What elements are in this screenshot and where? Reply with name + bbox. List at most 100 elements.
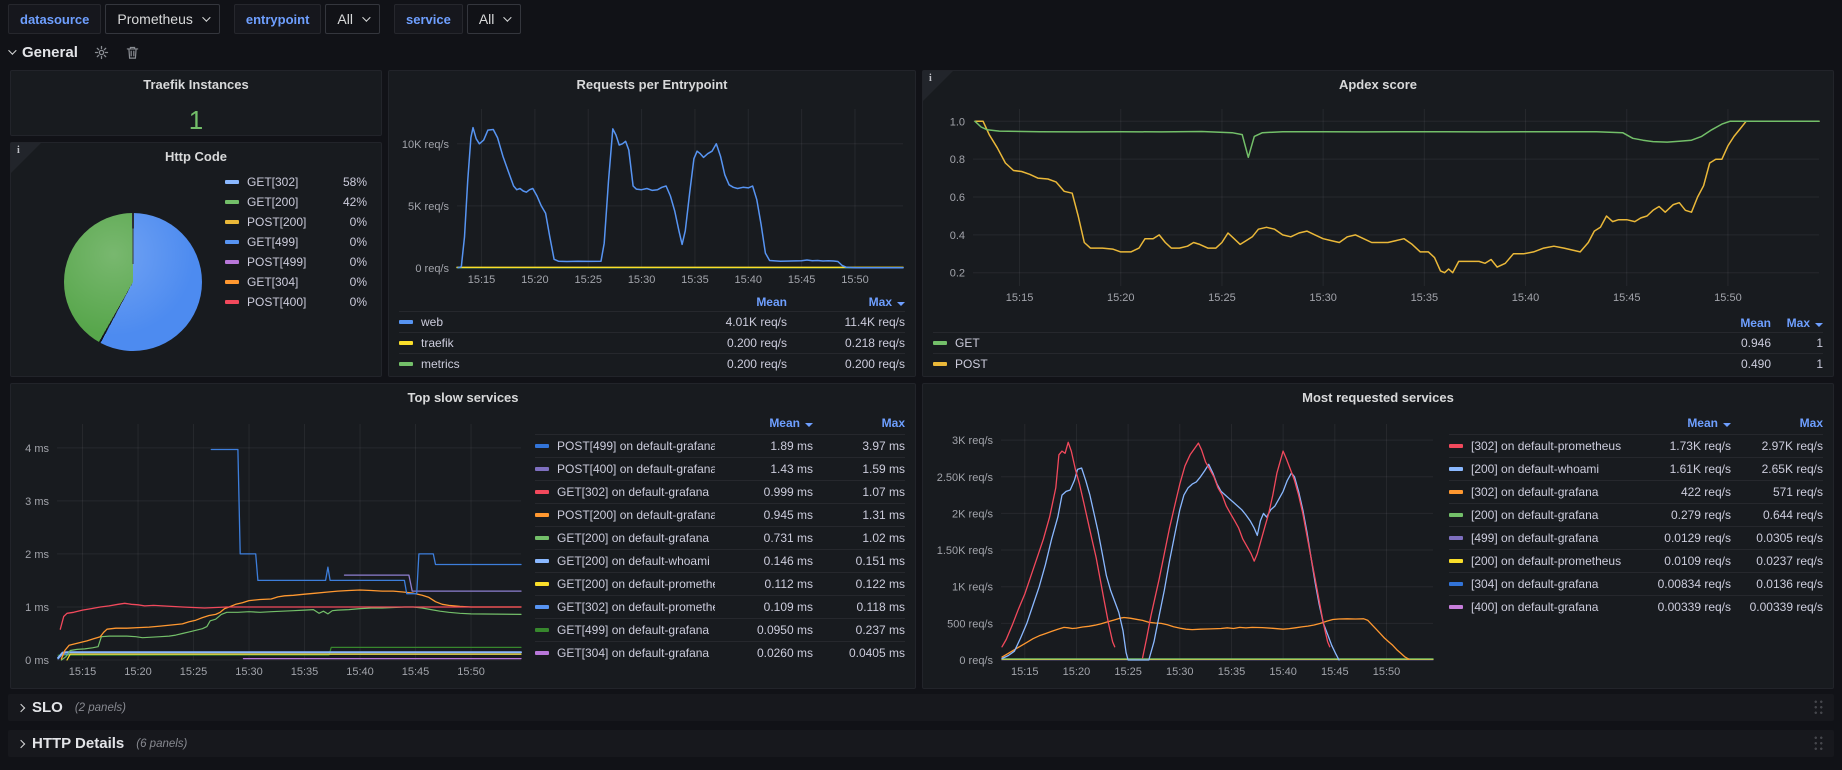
legend-label[interactable]: GET[302] on default-grafana: [535, 485, 715, 499]
legend-label[interactable]: web: [399, 315, 667, 329]
panel-http-code: i Http Code GET[302] 58% GET[200] 42% POST[2…: [10, 142, 382, 377]
variable-service: service All: [393, 4, 522, 34]
panel-title[interactable]: Apdex score: [1338, 77, 1418, 92]
row-slo[interactable]: SLO (2 panels): [8, 694, 1834, 721]
panel-requests-per-entrypoint: Requests per Entrypoint 15:15 15:20 15:25 1…: [388, 70, 916, 377]
panel-title[interactable]: Traefik Instances: [143, 77, 249, 92]
svg-text:1.50K req/s: 1.50K req/s: [937, 545, 994, 557]
legend-label[interactable]: [400] on default-grafana: [1449, 600, 1633, 614]
legend-item[interactable]: POST[499] 0%: [225, 255, 367, 269]
legend-row: GET[200] on default-prometheus 0.112 ms 0.…: [535, 572, 905, 595]
http-code-legend: GET[302] 58% GET[200] 42% POST[200] 0% GET[499…: [225, 175, 367, 309]
legend-mean-value: 0.0129 req/s: [1664, 531, 1731, 545]
svg-text:15:15: 15:15: [1011, 666, 1039, 678]
legend-label[interactable]: GET: [933, 336, 1689, 350]
legend-label[interactable]: POST[200] on default-grafana: [535, 508, 715, 522]
legend-header: Mean Max: [399, 293, 905, 311]
legend-label[interactable]: [200] on default-whoami: [1449, 462, 1633, 476]
legend-sort-max[interactable]: Max: [881, 416, 905, 430]
legend-sort-mean[interactable]: Mean: [756, 295, 787, 309]
legend-label[interactable]: metrics: [399, 357, 667, 371]
svg-text:1K req/s: 1K req/s: [952, 582, 993, 594]
legend-item[interactable]: GET[302] 58%: [225, 175, 367, 189]
legend-label[interactable]: POST: [933, 357, 1689, 371]
legend-label[interactable]: [499] on default-grafana: [1449, 531, 1633, 545]
variable-picker-service[interactable]: All: [466, 4, 522, 34]
legend-mean-value: 0.945 ms: [763, 508, 813, 522]
svg-text:15:30: 15:30: [1166, 666, 1194, 678]
legend-swatch: [535, 513, 549, 517]
sort-caret-icon: [1723, 423, 1731, 427]
sort-caret-icon: [897, 302, 905, 306]
legend-label[interactable]: POST[400] on default-grafana: [535, 462, 715, 476]
legend-label[interactable]: GET[200] on default-prometheus: [535, 577, 715, 591]
legend-max-value: 0.00339 req/s: [1749, 600, 1823, 614]
legend-value: 0%: [349, 275, 367, 289]
legend-max-value: 0.644 req/s: [1762, 508, 1823, 522]
chevron-down-icon: [8, 46, 17, 55]
legend-label[interactable]: [200] on default-grafana: [1449, 508, 1633, 522]
top-slow-chart: 15:15 15:20 15:25 15:30 15:35 15:40 15:45 15:50…: [15, 414, 525, 682]
legend-label[interactable]: GET[200] on default-whoami: [535, 554, 715, 568]
legend-sort-mean[interactable]: Mean: [1633, 416, 1731, 430]
svg-text:0.2: 0.2: [950, 268, 965, 280]
svg-text:3 ms: 3 ms: [25, 496, 49, 508]
legend-label[interactable]: POST[499] on default-grafana: [535, 439, 715, 453]
legend-sort-max[interactable]: Max: [787, 295, 905, 309]
legend-item[interactable]: GET[200] 42%: [225, 195, 367, 209]
panel-title[interactable]: Most requested services: [1302, 390, 1454, 405]
legend-max-value: 2.97K req/s: [1761, 439, 1823, 453]
row-general[interactable]: General: [8, 41, 140, 63]
svg-text:15:30: 15:30: [1309, 292, 1337, 304]
legend-swatch: [225, 200, 239, 204]
legend-header: Mean Max: [933, 314, 1823, 332]
legend-sort-mean[interactable]: Mean: [1740, 316, 1771, 330]
row-http-details[interactable]: HTTP Details (6 panels): [8, 730, 1834, 757]
drag-handle[interactable]: [1813, 735, 1824, 752]
variable-picker-datasource[interactable]: Prometheus: [105, 4, 220, 34]
legend-label[interactable]: [302] on default-prometheus: [1449, 439, 1633, 453]
panel-info-corner[interactable]: [11, 143, 41, 173]
panel-title[interactable]: Top slow services: [407, 390, 519, 405]
panel-title[interactable]: Requests per Entrypoint: [576, 77, 728, 92]
legend-row: traefik 0.200 req/s 0.218 req/s: [399, 332, 905, 353]
trash-icon[interactable]: [125, 45, 140, 60]
legend-item[interactable]: POST[400] 0%: [225, 295, 367, 309]
legend-label[interactable]: traefik: [399, 336, 667, 350]
drag-handle[interactable]: [1813, 699, 1824, 716]
legend-label[interactable]: GET[499] on default-grafana: [535, 623, 715, 637]
legend-label[interactable]: GET[200] on default-grafana: [535, 531, 715, 545]
panel-info-corner[interactable]: [923, 71, 953, 101]
legend-label[interactable]: GET[304] on default-grafana: [535, 646, 715, 660]
legend-label: GET[304]: [247, 275, 299, 289]
legend-label[interactable]: [200] on default-prometheus: [1449, 554, 1633, 568]
legend-swatch: [225, 180, 239, 184]
panel-title[interactable]: Http Code: [164, 149, 228, 164]
legend-item[interactable]: GET[499] 0%: [225, 235, 367, 249]
legend-label[interactable]: [302] on default-grafana: [1449, 485, 1633, 499]
svg-text:15:30: 15:30: [235, 666, 263, 678]
legend-label[interactable]: [304] on default-grafana: [1449, 577, 1633, 591]
legend-max-value: 0.218 req/s: [844, 336, 905, 350]
svg-text:3K req/s: 3K req/s: [952, 435, 993, 447]
variable-value: Prometheus: [117, 11, 193, 27]
row-title: HTTP Details: [32, 735, 125, 752]
http-code-pie-chart[interactable]: [64, 213, 202, 351]
legend-sort-max[interactable]: Max: [1771, 316, 1823, 330]
svg-text:15:20: 15:20: [521, 274, 549, 286]
svg-text:0 req/s: 0 req/s: [959, 655, 993, 667]
legend-swatch: [1449, 559, 1463, 563]
legend-row: GET 0.946 1: [933, 332, 1823, 353]
legend-value: 0%: [349, 295, 367, 309]
legend-item[interactable]: GET[304] 0%: [225, 275, 367, 289]
legend-sort-max[interactable]: Max: [1799, 416, 1823, 430]
legend-item[interactable]: POST[200] 0%: [225, 215, 367, 229]
row-panel-count: (6 panels): [136, 737, 188, 750]
legend-max-value: 0.237 ms: [855, 623, 905, 637]
legend-row: metrics 0.200 req/s 0.200 req/s: [399, 353, 905, 374]
legend-sort-mean[interactable]: Mean: [715, 416, 813, 430]
legend-label[interactable]: GET[302] on default-prometheus: [535, 600, 715, 614]
variable-picker-entrypoint[interactable]: All: [325, 4, 380, 34]
gear-icon[interactable]: [94, 45, 109, 60]
